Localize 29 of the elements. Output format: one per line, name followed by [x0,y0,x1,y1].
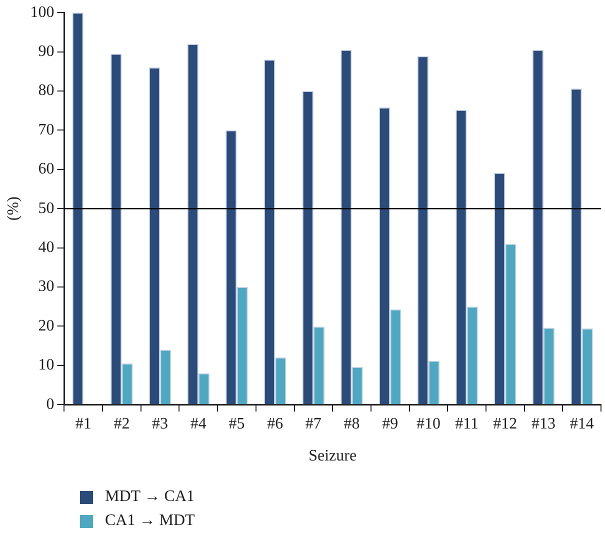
x-tick-label: #8 [344,415,360,432]
x-tick-label: #6 [267,415,284,432]
y-tick-label: 20 [38,317,54,334]
x-tick-label: #5 [228,415,245,432]
x-tick-label: #11 [455,415,479,432]
x-tick-label: #7 [305,415,322,432]
y-tick-label: 70 [38,121,54,138]
x-tick-label: #2 [114,415,130,432]
x-tick-label: #4 [190,415,206,432]
x-tick-label: #10 [416,415,440,432]
legend-label: MDT → CA1 [105,488,194,506]
y-tick-label: 30 [38,278,54,296]
x-tick-label: #13 [531,415,556,432]
y-tick-label: 100 [30,4,54,21]
y-tick-label: 50 [38,200,54,217]
x-tick-label: #14 [570,415,594,432]
x-tick-label: #12 [493,415,518,432]
y-axis-title: (%) [4,196,22,221]
y-tick-label: 80 [38,82,54,100]
x-tick-label: #3 [152,415,168,432]
y-tick-label: 40 [38,239,54,256]
x-tick-label: #1 [75,415,92,432]
y-tick-label: 10 [38,356,54,374]
legend-label: CA1 → MDT [105,512,195,530]
y-tick-label: 60 [38,160,54,178]
x-axis-title: Seizure [308,448,357,465]
y-tick-label: 0 [46,396,54,413]
y-tick-label: 90 [38,43,54,60]
x-tick-label: #9 [382,415,398,432]
